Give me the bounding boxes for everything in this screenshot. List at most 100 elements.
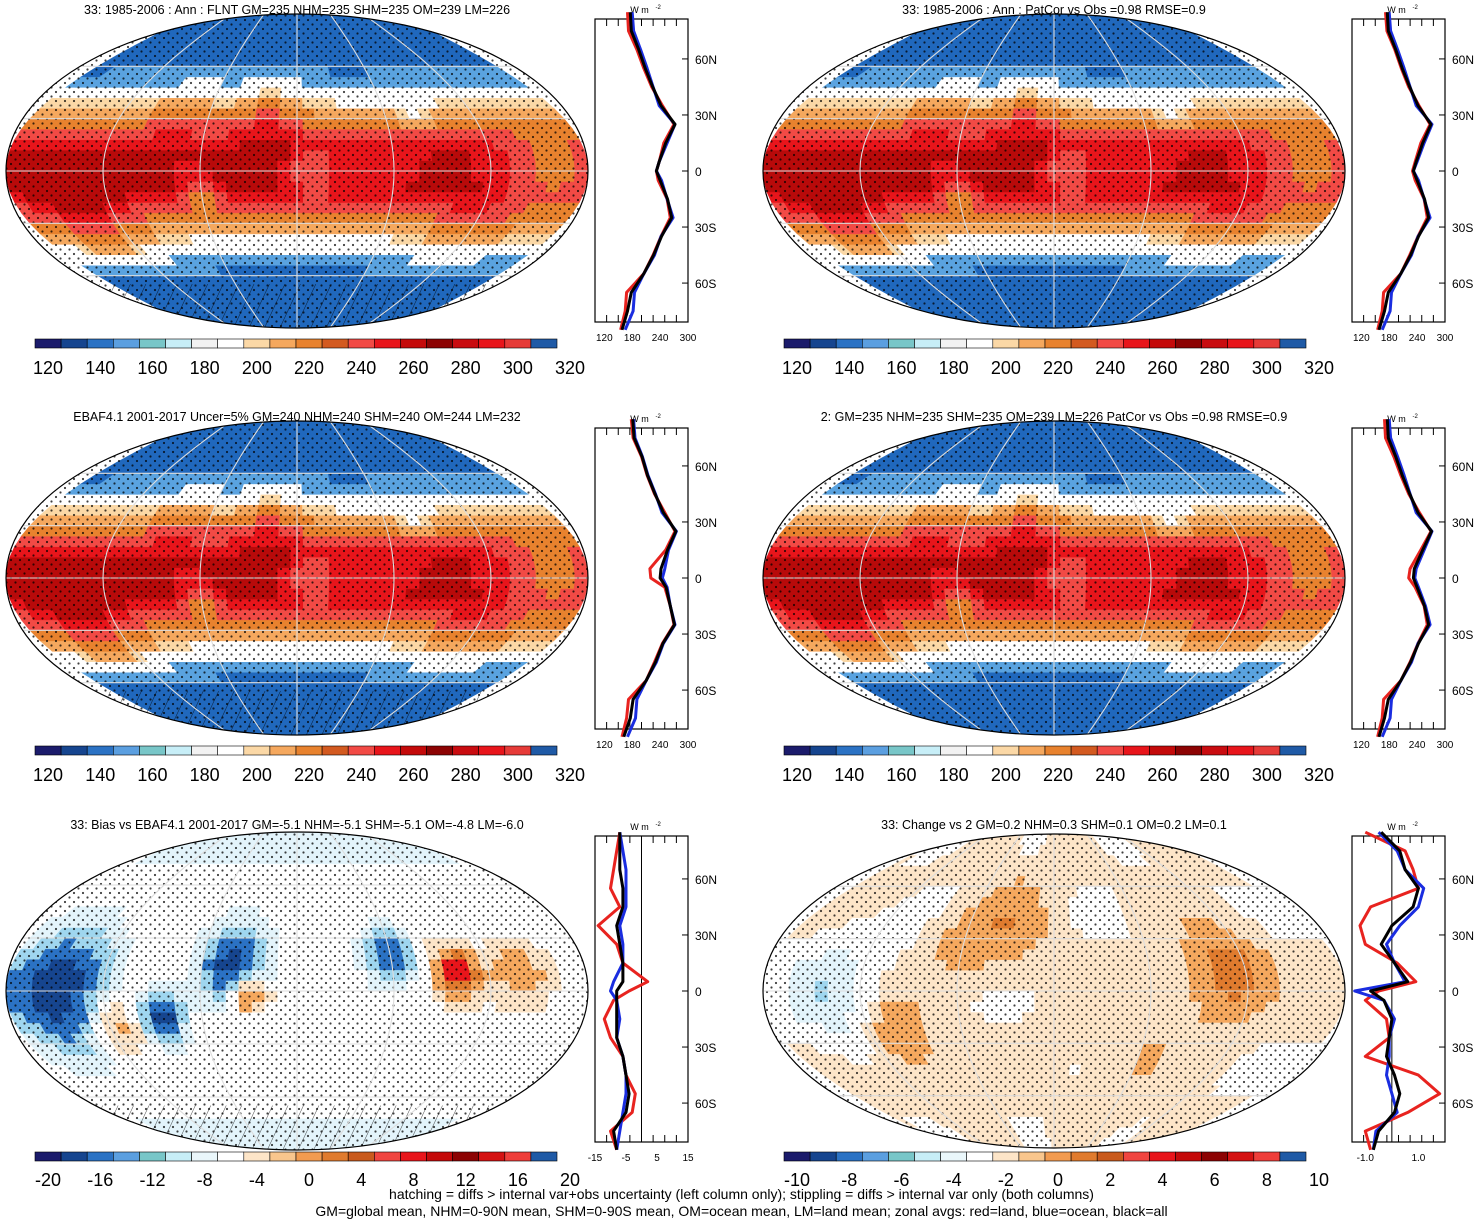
colorbar-swatch [400,1151,427,1162]
colorbar-tick-label: 180 [190,358,220,378]
colorbar-swatch [400,338,427,349]
map-border [5,831,589,1151]
colorbar-tick-label: 4 [1157,1170,1167,1190]
colorbar-swatch [165,745,192,756]
colorbar-tick-label: 220 [294,765,324,785]
colorbar-swatch [452,338,480,349]
colorbar-tick-label: 320 [555,358,585,378]
zonal-unit-label: W m [1387,414,1406,424]
colorbar-swatch [34,745,62,756]
zonal-unit-superscript: -2 [1413,5,1419,11]
colorbar-swatch [243,745,271,756]
colorbar-swatch [269,338,297,349]
colorbar-swatch [992,338,1020,349]
graticule [763,834,1345,1148]
colorbar-swatch [1149,338,1176,349]
zonal-lat-label: 60N [1452,53,1474,67]
colorbar-tick-label: -16 [87,1170,113,1190]
colorbar-swatch [1227,745,1255,756]
panel-p1: 33: 1985-2006 : Ann : FLNT GM=235 NHM=23… [5,3,717,378]
colorbar-swatch [165,1151,192,1162]
colorbar-swatch [347,1151,375,1162]
colorbar: 120 140 160 180 200 220 240 260 280 300 320 [782,745,1334,785]
zonal-line-land [596,831,650,1151]
colorbar-swatch [426,338,453,349]
colorbar-tick-label: 6 [1210,1170,1220,1190]
colorbar-swatch [452,745,480,756]
colorbar-swatch [940,745,967,756]
colorbar-tick-label: -12 [139,1170,165,1190]
colorbar-tick-label: -10 [784,1170,810,1190]
colorbar-swatch [861,1151,889,1162]
colorbar-swatch [1018,1151,1046,1162]
graticule [6,421,588,735]
graticule [6,832,588,1150]
colorbar-swatch [940,1151,967,1162]
zonal-line-ocean [1353,831,1426,1151]
zonal-lat-label: 60S [695,1097,716,1111]
colorbar-tick-label: 180 [939,358,969,378]
colorbar-tick-label: 220 [1043,765,1073,785]
colorbar-swatch [940,338,967,349]
zonal-unit-label: W m [1387,5,1406,15]
colorbar-tick-label: 300 [1252,358,1282,378]
colorbar-tick-label: 320 [555,765,585,785]
colorbar-swatch [60,745,88,756]
zonal-unit-label: W m [630,5,649,15]
colorbar-swatch [217,1151,245,1162]
graticule [763,14,1345,328]
colorbar-swatch [373,338,401,349]
colorbar-swatch [1253,1151,1281,1162]
colorbar-swatch [1070,338,1098,349]
colorbar-swatch [347,338,375,349]
colorbar-tick-label: 240 [1095,358,1125,378]
colorbar-tick-label: 300 [1252,765,1282,785]
colorbar-swatch [1175,1151,1202,1162]
colorbar-swatch [1044,745,1072,756]
zonal-lat-label: 30S [1452,221,1473,235]
zonal-line-all [1377,12,1433,331]
colorbar-tick-label: 220 [1043,358,1073,378]
panel-p2: 33: 1985-2006 : Ann : PatCor vs Obs =0.9… [762,3,1474,378]
colorbar-swatch [1018,338,1046,349]
colorbar-swatch [191,745,219,756]
colorbar-tick-label: 280 [451,765,481,785]
colorbar-swatch [1279,745,1307,756]
zonal-lat-label: 60S [1452,1097,1473,1111]
colorbar-swatch [861,338,889,349]
zonal-line-ocean [623,12,677,331]
zonal-x-tick-label: 300 [680,740,697,751]
zonal-x-tick-label: 180 [1381,333,1398,344]
colorbar-swatch [113,745,140,756]
zonal-line-ocean [1380,12,1434,331]
colorbar-tick-label: 140 [834,765,864,785]
colorbar-swatch [34,338,62,349]
colorbar-swatch [321,338,349,349]
zonal-lat-label: 30S [1452,628,1473,642]
zonal-line-land [1376,419,1433,738]
colorbar-swatch [1227,338,1255,349]
colorbar-swatch [1279,1151,1307,1162]
colorbar-swatch [504,1151,532,1162]
panel-title: 33: Change vs 2 GM=0.2 NHM=0.3 SHM=0.1 O… [881,818,1227,832]
colorbar-swatch [530,745,558,756]
colorbar-swatch [400,745,427,756]
panel-p4: 2: GM=235 NHM=235 SHM=235 OM=239 LM=226 … [762,410,1474,785]
colorbar-swatch [269,1151,297,1162]
colorbar-swatch [243,1151,271,1162]
colorbar-swatch [504,745,532,756]
colorbar-swatch [992,745,1020,756]
zonal-x-tick-label: 300 [1437,333,1454,344]
colorbar-swatch [426,745,453,756]
zonal-lat-label: 60N [695,873,717,887]
zonal-lat-label: 0 [1452,165,1459,179]
colorbar-tick-label: -8 [197,1170,213,1190]
colorbar-swatch [139,1151,166,1162]
colorbar-swatch [1201,745,1228,756]
map-border [5,13,589,329]
zonal-line-land [1376,12,1432,331]
zonal-line-all [1377,419,1433,738]
colorbar-swatch [191,338,219,349]
zonal-lat-label: 30N [695,109,717,123]
zonal-lat-label: 60S [1452,277,1473,291]
